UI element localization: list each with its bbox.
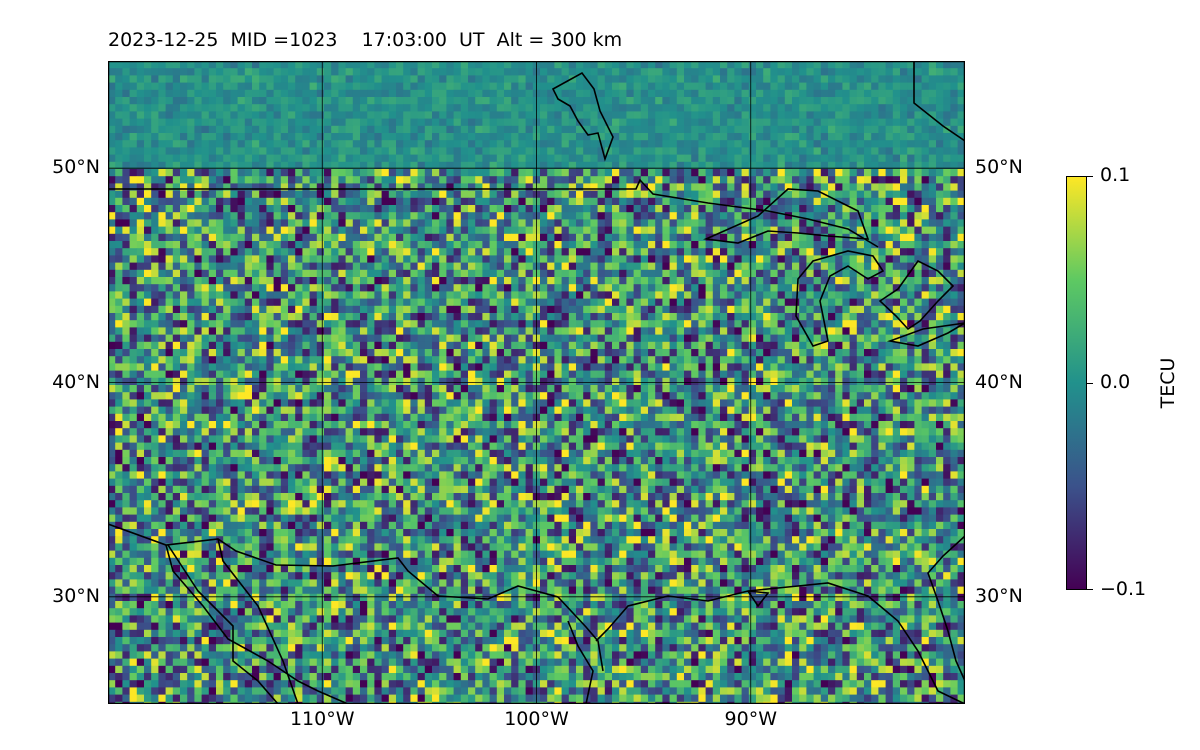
map-title: 2023-12-25 MID =1023 17:03:00 UT Alt = 3… [108,29,623,51]
us-mexico-border [108,523,604,672]
colorbar-label: TECU [1157,357,1179,409]
map-border [108,61,965,704]
graticule [108,61,965,704]
lat-label-left: 40°N [52,370,100,393]
lake-huron [878,259,955,331]
atlantic-coast [927,535,965,682]
lon-label: 110°W [289,708,355,730]
lake-michigan [795,250,885,347]
lat-label-right: 50°N [975,156,1023,179]
colorbar-tick [1087,589,1093,590]
gulf-coast [595,582,965,704]
colorbar-tick-label: 0.0 [1100,371,1131,393]
coastlines-borders [108,61,965,704]
lake-superior [703,188,870,244]
mexico-west-coast [165,544,349,704]
gulf-of-california [167,544,279,704]
lon-label: 100°W [504,708,569,730]
lat-label-right: 40°N [975,370,1023,393]
colorbar-tick-label: 0.1 [1100,164,1131,186]
colorbar-tick [1087,383,1093,384]
mexico-inland-line [567,620,594,704]
lake-winnipeg [551,71,614,162]
lat-label-left: 30°N [52,584,100,607]
lat-label-right: 30°N [975,584,1023,607]
hudson-bay-coast [913,61,965,142]
us-canada-border [108,178,879,248]
tec-field-cells [108,61,965,704]
colorbar-tick [1087,176,1093,177]
lake-erie [886,322,965,347]
lon-label: 90°W [724,708,777,730]
colorbar-tick-label: −0.1 [1100,578,1147,600]
tec-map-svg [108,61,965,704]
tec-map [108,61,965,704]
lat-label-left: 50°N [52,156,100,179]
baja-peninsula [217,538,299,704]
colorbar [1066,176,1087,590]
